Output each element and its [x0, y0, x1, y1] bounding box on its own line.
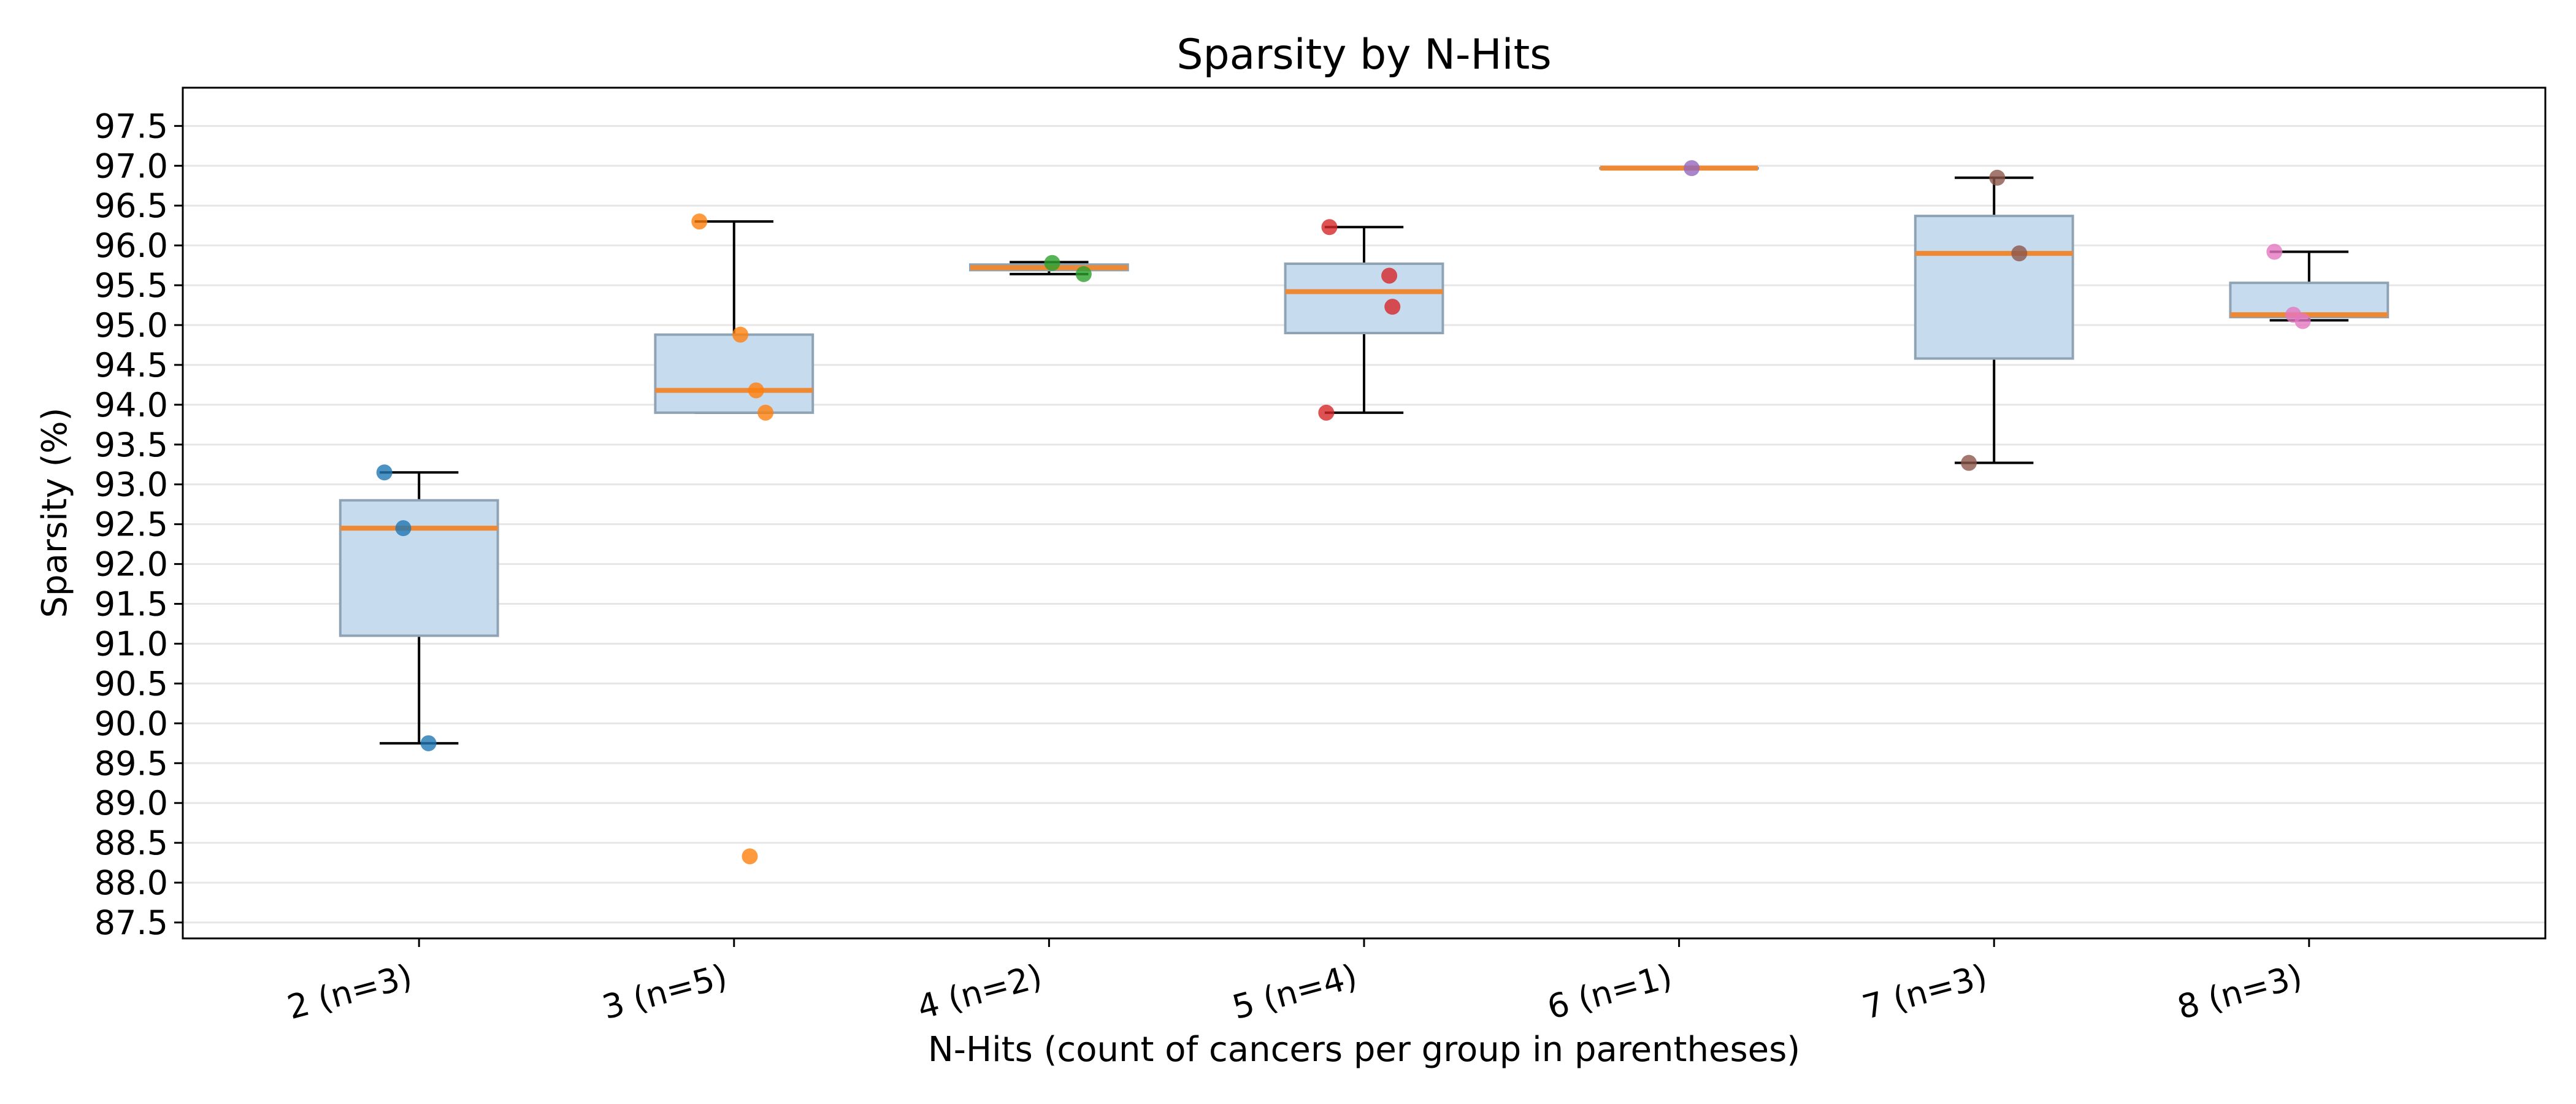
- data-point: [1381, 267, 1398, 284]
- data-points: [376, 160, 2311, 865]
- data-point: [1961, 454, 1977, 471]
- boxes: [339, 166, 2390, 745]
- data-point: [2294, 313, 2311, 329]
- y-tick-label: 92.5: [94, 505, 168, 544]
- data-point: [1684, 160, 1700, 177]
- data-point: [1075, 266, 1092, 282]
- data-point: [748, 382, 764, 399]
- data-point: [2266, 243, 2283, 260]
- data-point: [757, 404, 774, 421]
- box-iqr: [654, 333, 815, 414]
- box-iqr: [1914, 215, 2074, 360]
- y-tick-label: 97.0: [94, 147, 168, 185]
- y-tick-label: 95.5: [94, 266, 168, 305]
- y-axis-label: Sparsity (%): [35, 408, 75, 618]
- y-tick-label: 89.5: [94, 744, 168, 783]
- y-tick-label: 87.5: [94, 903, 168, 942]
- data-point: [2011, 245, 2028, 262]
- data-point: [1384, 299, 1401, 315]
- box-group: [1599, 166, 1759, 171]
- y-tick-label: 95.0: [94, 306, 168, 345]
- y-tick-label: 93.0: [94, 466, 168, 504]
- y-tick-label: 88.0: [94, 864, 168, 902]
- y-tick-label: 91.0: [94, 624, 168, 663]
- data-point: [1318, 404, 1335, 421]
- box-group: [1914, 176, 2074, 464]
- data-point: [691, 213, 708, 230]
- y-tick-label: 96.5: [94, 186, 168, 225]
- data-point: [376, 464, 393, 481]
- y-tick-label: 94.5: [94, 346, 168, 385]
- y-tick-label: 90.0: [94, 704, 168, 743]
- y-tick-label: 96.0: [94, 226, 168, 265]
- box-iqr: [2229, 282, 2390, 319]
- box-group: [654, 220, 815, 414]
- box-group: [1284, 226, 1444, 414]
- data-point: [732, 326, 749, 343]
- y-tick-label: 97.5: [94, 107, 168, 145]
- data-point: [420, 735, 437, 751]
- data-point: [1989, 169, 2006, 186]
- box-group: [339, 471, 499, 745]
- y-tick-label: 88.5: [94, 824, 168, 862]
- y-tick-label: 94.0: [94, 386, 168, 424]
- y-tick-label: 90.5: [94, 664, 168, 703]
- data-point: [742, 848, 758, 865]
- y-tick-label: 93.5: [94, 426, 168, 464]
- data-point: [1044, 255, 1060, 271]
- y-tick-label: 89.0: [94, 784, 168, 822]
- y-axis-ticks: 87.588.088.589.089.590.090.591.091.592.0…: [94, 107, 183, 942]
- y-tick-label: 92.0: [94, 545, 168, 584]
- box-group: [2229, 250, 2390, 322]
- y-tick-label: 91.5: [94, 585, 168, 624]
- data-point: [395, 520, 412, 537]
- data-point: [1321, 219, 1338, 236]
- box-iqr: [339, 499, 499, 637]
- x-axis-label: N-Hits (count of cancers per group in pa…: [928, 1030, 1800, 1070]
- chart-title: Sparsity by N-Hits: [1176, 31, 1551, 79]
- box-iqr: [1284, 263, 1444, 334]
